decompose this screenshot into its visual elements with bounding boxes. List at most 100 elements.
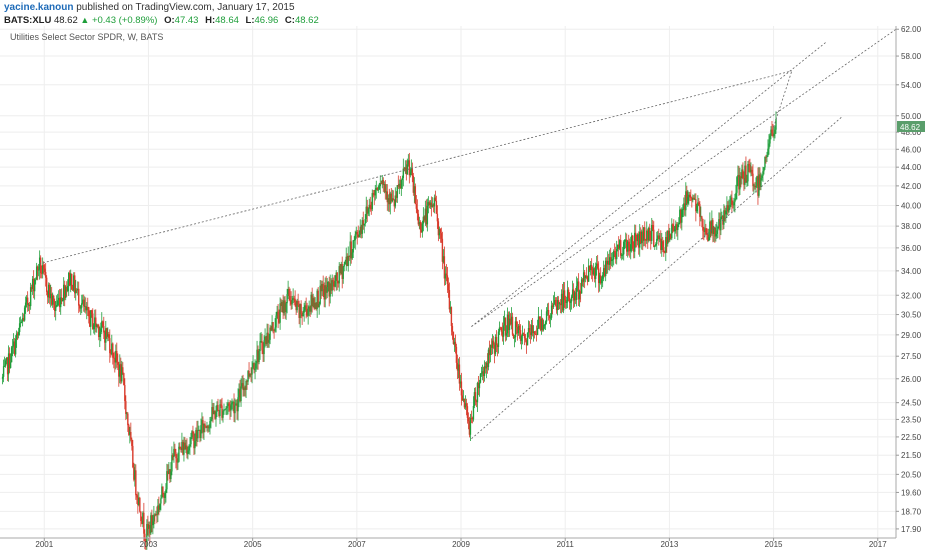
candle-body [535,334,538,336]
candle-body [626,239,628,252]
candle-body [415,204,418,209]
candle-body [324,285,326,300]
price-axis[interactable]: 17.90 18.70 19.60 20.50 21.50 22.50 23.50 24.50… [896,25,922,534]
candle-body [774,129,776,135]
candle-body [438,228,441,236]
candle-body [712,220,714,234]
candle-body [634,232,636,252]
candle-body [697,202,699,206]
candle-body [226,406,228,408]
candle-body [498,327,501,332]
candle-body [652,225,654,230]
time-axis[interactable]: 2001 2003 2005 2007 2009 2011 2013 2015 2017 [35,538,887,549]
y-tick-label: 30.50 [901,311,922,320]
candle-body [192,431,194,434]
candle-body [277,311,279,320]
candle-body [35,266,38,280]
candle-body [669,234,671,241]
candle-body [650,231,652,241]
author-link[interactable]: yacine.kanoun [4,2,74,13]
candle-body [641,231,643,244]
candle-body [92,313,94,330]
candle-body [252,363,254,368]
candle-body [302,312,304,317]
candle-body [150,515,152,534]
last-price-badge: 48.62 [897,121,925,132]
candle-body [560,293,563,306]
candle-body [769,135,771,144]
candle-body [360,226,362,234]
candle-body [310,294,312,312]
grid-lines [0,26,896,538]
candle-body [17,331,20,336]
candle-body [292,298,294,301]
candle-body [283,300,285,314]
candle-body [686,191,688,204]
candle-body [486,362,489,368]
candle-body [288,289,290,297]
candle-body [164,492,166,498]
candle-body [233,402,235,414]
candle-body [287,289,289,295]
candle-body [349,241,351,257]
candle-body [211,407,213,420]
candle-body [456,362,459,371]
candle-body [359,226,361,235]
candle-body [564,299,567,303]
symbol[interactable]: BATS:XLU [4,15,52,26]
candle-body [437,221,440,236]
trendline[interactable] [38,70,792,265]
candle-body [167,471,169,474]
chart-title: Utilities Select Sector SPDR, W, BATS [10,32,163,42]
trendline[interactable] [471,117,842,440]
candle-body [719,219,721,231]
candle-body [689,194,691,198]
candle-body [643,227,645,241]
candle-body [425,208,428,225]
candle-body [323,288,325,300]
candle-body [657,235,659,239]
candle-body [119,364,121,377]
candle-body [83,299,85,307]
candle-body [203,423,205,433]
candle-body [596,263,599,269]
price-change: +0.43 (+0.89%) [91,15,158,26]
candle-body [180,448,182,450]
last-price-label: 48.62 [900,123,921,132]
candle-body [367,208,369,214]
candle-body [179,446,181,449]
candle-body [68,272,70,286]
x-tick-label: 2015 [765,540,783,549]
candle-body [52,295,55,302]
candle-body [404,167,407,170]
candle-body [675,224,677,230]
candle-body [21,317,24,322]
candle-body [255,363,257,369]
candle-body [347,255,349,267]
candle-body [521,333,524,337]
y-tick-label: 44.00 [901,163,922,172]
candle-body [680,209,682,223]
candle-body [410,168,413,173]
candle-body [364,219,366,224]
candle-body [286,294,288,304]
y-tick-label: 23.50 [901,415,922,424]
trendline[interactable] [773,70,793,128]
candle-body [716,230,718,234]
candle-body [737,174,739,178]
candle-body [440,233,443,239]
candle-body [517,325,520,334]
candle-body [79,305,81,309]
candle-body [507,314,510,331]
candle-body [228,403,230,406]
candle-body [22,317,25,321]
candle-body [69,272,71,286]
candle-body [94,317,96,326]
candle-body [285,303,287,312]
candle-body [449,307,452,310]
candle-body [531,325,534,333]
candle-body [594,265,597,279]
candle-body [236,403,238,412]
candle-body [169,469,171,480]
